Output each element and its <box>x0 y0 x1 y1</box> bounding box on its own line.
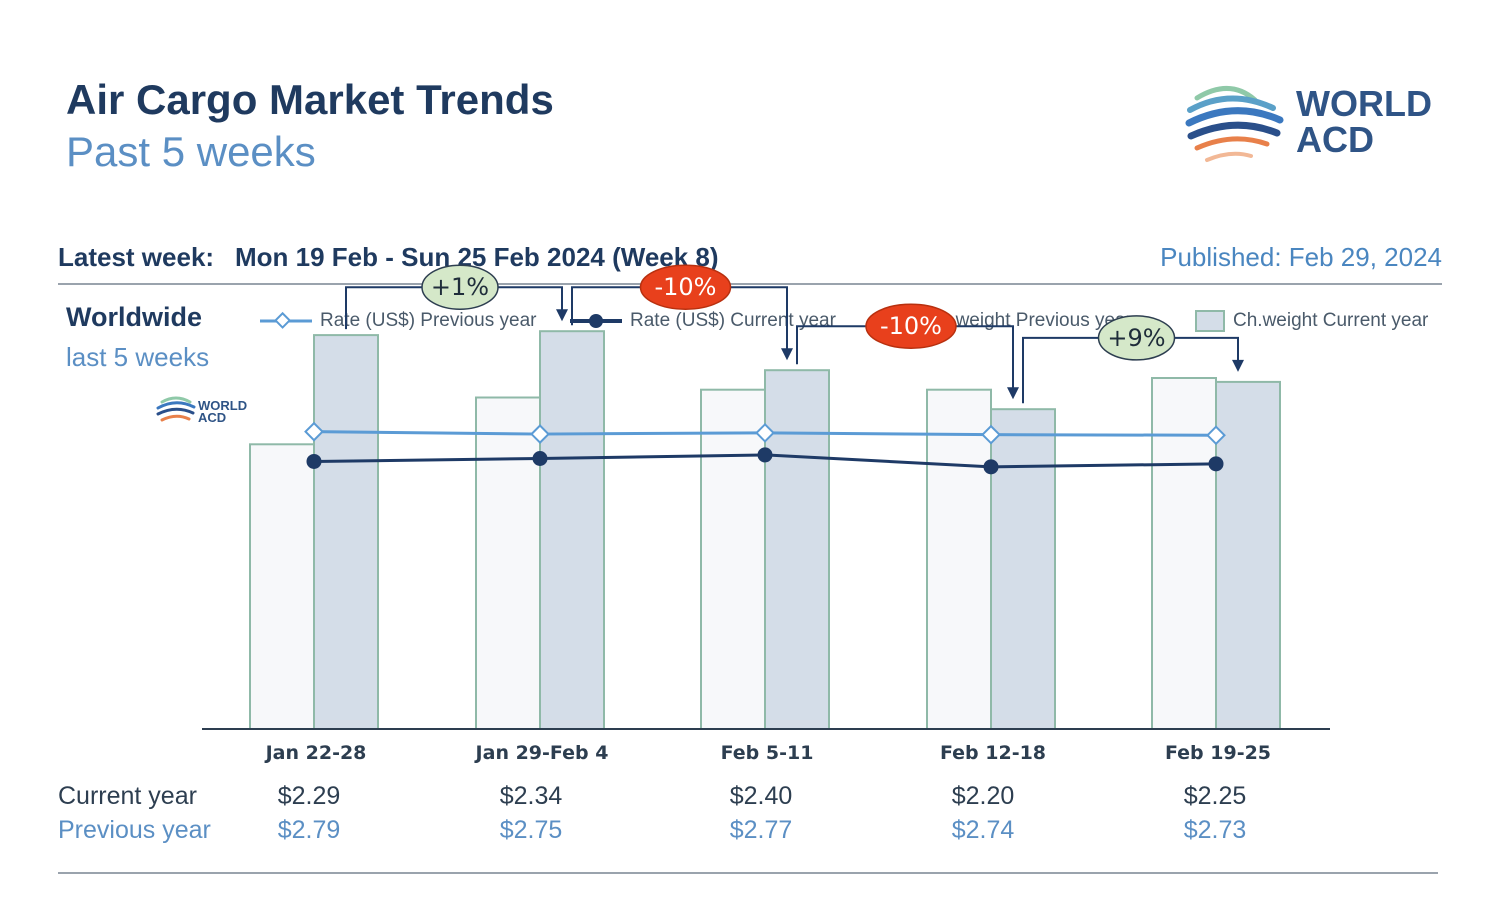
previous-rate-value: $2.75 <box>499 816 563 844</box>
bar-weight-previous <box>1151 377 1217 730</box>
line-diamond-icon <box>260 311 312 329</box>
current-rate-value: $2.20 <box>951 782 1015 810</box>
bar-weight-current <box>764 369 830 730</box>
mini-logo-swoosh <box>160 414 191 422</box>
bar-weight-previous <box>475 396 541 730</box>
world-acd-logo <box>1185 86 1284 162</box>
previous-rate-value: $2.77 <box>729 816 793 844</box>
rate-previous-point <box>304 421 324 442</box>
previous-rate-value: $2.73 <box>1183 816 1247 844</box>
rate-current-point <box>1208 456 1224 472</box>
x-tick-label: Feb 19-25 <box>1165 742 1271 764</box>
current-rate-value: $2.29 <box>277 782 341 810</box>
arrow-down-icon <box>556 309 568 322</box>
bar-swatch-icon <box>1195 310 1225 332</box>
latest-week-label: Latest week: <box>58 242 215 272</box>
rate-previous-point <box>755 422 775 443</box>
change-badge <box>639 264 732 310</box>
x-tick-label: Jan 29-Feb 4 <box>474 742 609 764</box>
current-rate-value: $2.34 <box>499 782 563 810</box>
previous-rate-value: $2.74 <box>951 816 1015 844</box>
mini-logo-swoosh <box>160 396 192 404</box>
legend-weight-current: Ch.weight Current year <box>1195 307 1428 335</box>
bar-weight-previous <box>926 388 992 730</box>
rate-previous-point <box>1206 425 1226 446</box>
page-subtitle: Past 5 weeks <box>66 128 316 175</box>
previous-year-row-label: Previous year <box>58 816 211 844</box>
legend-rate-previous: Rate (US$) Previous year <box>260 307 536 335</box>
arrow-down-icon <box>1232 359 1244 372</box>
change-badge-label: +1% <box>431 273 489 301</box>
mini-logo-swoosh <box>156 407 195 416</box>
x-tick-label: Feb 12-18 <box>940 742 1046 764</box>
region-label: Worldwide <box>66 302 203 332</box>
bar-weight-current <box>1215 380 1281 730</box>
previous-rate-value: $2.79 <box>277 816 341 844</box>
x-tick-label: Feb 5-11 <box>721 742 814 764</box>
page-title: Air Cargo Market Trends <box>66 76 554 123</box>
change-badge <box>1097 315 1176 361</box>
legend-rate-current: Rate (US$) Current year <box>570 307 836 335</box>
change-badge <box>865 303 957 349</box>
divider <box>58 872 1438 874</box>
line-dot-icon <box>570 314 622 328</box>
bar-weight-current <box>539 330 605 730</box>
logo-line-1: WORLD <box>1296 83 1432 124</box>
logo-wordmark: WORLD ACD <box>1296 86 1432 158</box>
legend-label: Rate (US$) Previous year <box>320 310 537 331</box>
rate-current-point <box>306 453 322 469</box>
current-year-row-label: Current year <box>58 782 197 810</box>
divider <box>58 283 1442 285</box>
rate-previous-point <box>530 424 550 444</box>
bar-weight-current <box>990 408 1056 730</box>
current-rate-value: $2.25 <box>1183 782 1247 810</box>
rate-previous-point <box>981 424 1001 445</box>
rate-current-point <box>757 447 773 463</box>
change-badge <box>421 264 499 310</box>
mini-logo-swoosh <box>156 401 196 410</box>
logo-line-2: ACD <box>1296 119 1374 160</box>
current-rate-value: $2.40 <box>729 782 793 810</box>
change-badge-label: +9% <box>1107 324 1165 352</box>
bar-weight-previous <box>249 443 315 730</box>
legend-label: Ch.weight Current year <box>1233 310 1429 331</box>
arrow-down-icon <box>781 348 793 361</box>
change-badge-label: -10% <box>654 273 716 301</box>
x-tick-label: Jan 22-28 <box>264 742 367 764</box>
legend-label: Rate (US$) Current year <box>630 310 836 331</box>
published-date: Published: Feb 29, 2024 <box>1160 242 1442 272</box>
rate-current-point <box>532 450 548 466</box>
bar-weight-current <box>313 334 379 730</box>
period-label: last 5 weeks <box>66 342 210 372</box>
arrow-down-icon <box>1007 387 1019 400</box>
mini-logo-text: WORLD <box>198 398 247 413</box>
bar-weight-previous <box>700 388 766 730</box>
change-badge-label: -10% <box>880 312 942 340</box>
mini-logo-text: ACD <box>198 410 226 425</box>
rate-current-point <box>983 459 999 475</box>
